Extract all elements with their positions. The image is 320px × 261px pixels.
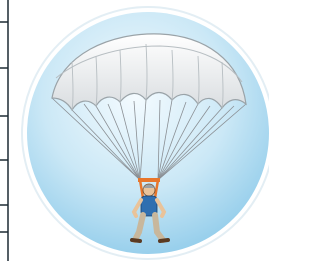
table-edge xyxy=(0,0,8,261)
parachute-badge xyxy=(0,0,269,261)
page: (() => { const ns = 'http://www.w3.org/2… xyxy=(0,0,269,261)
